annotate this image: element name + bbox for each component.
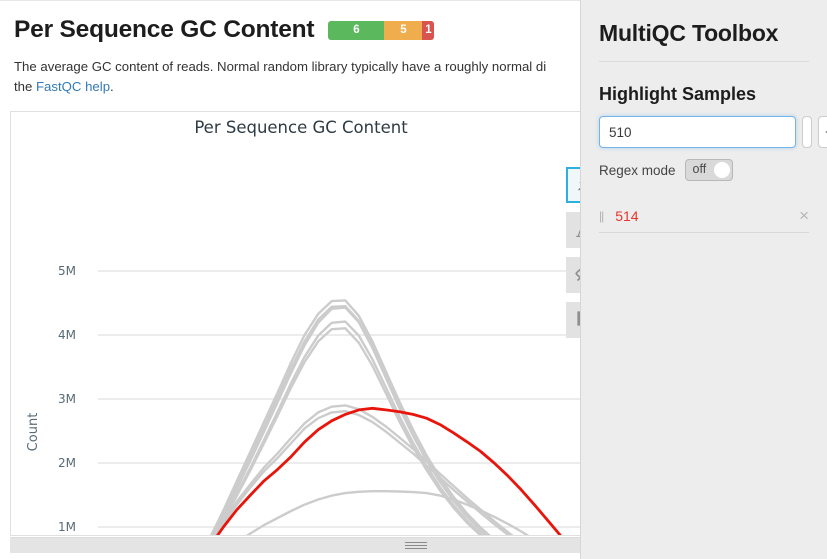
highlight-input-row: + xyxy=(599,116,827,148)
multiqc-toolbox-panel: MultiQC Toolbox Highlight Samples + Rege… xyxy=(580,0,827,559)
chart-gridlines xyxy=(98,270,580,528)
report-column: Per Sequence GC Content 6 5 1 The averag… xyxy=(0,0,580,553)
module-description: The average GC content of reads. Normal … xyxy=(14,57,566,97)
highlight-filter-text: 514 xyxy=(615,207,639,224)
chart-toolbar: A xyxy=(566,167,580,347)
status-badge-fail: 1 xyxy=(422,20,435,40)
hide-samples-button[interactable] xyxy=(566,257,580,293)
font-size-button[interactable]: A xyxy=(566,212,580,248)
module-header: Per Sequence GC Content 6 5 1 The averag… xyxy=(0,1,580,97)
highlight-color-swatch-button[interactable] xyxy=(802,116,812,148)
module-title-text: Per Sequence GC Content xyxy=(14,16,315,43)
module-description-line1: The average GC content of reads. Normal … xyxy=(14,59,547,74)
svg-text:1M: 1M xyxy=(58,520,76,534)
regex-mode-toggle[interactable]: off xyxy=(684,159,733,181)
fastqc-help-link[interactable]: FastQC help xyxy=(36,79,111,94)
add-highlight-button[interactable]: + xyxy=(818,116,827,148)
status-badge: 6 5 1 xyxy=(328,20,435,40)
page-title: Per Sequence GC Content 6 5 1 xyxy=(14,15,566,45)
eye-slash-icon xyxy=(574,263,580,288)
regex-mode-label: Regex mode xyxy=(599,162,676,178)
chart-y-tick-labels: 0M1M2M3M4M5M xyxy=(58,264,76,534)
chart-panel[interactable]: Per Sequence GC Content 0M1M2M3M4M5M 010… xyxy=(10,111,580,536)
svg-text:5M: 5M xyxy=(58,264,76,278)
chart-resize-handle[interactable] xyxy=(10,537,580,553)
save-chart-button[interactable] xyxy=(566,302,580,338)
resize-grip-icon xyxy=(405,542,427,550)
desc-suffix: . xyxy=(110,79,114,94)
toolbox-divider xyxy=(599,61,809,62)
status-badge-warn: 5 xyxy=(384,20,423,40)
list-item[interactable]: || 514 × xyxy=(599,207,809,233)
letter-a-icon: A xyxy=(576,219,580,241)
svg-text:2M: 2M xyxy=(58,456,76,470)
highlight-samples-heading: Highlight Samples xyxy=(599,84,757,104)
close-icon[interactable]: × xyxy=(799,206,809,225)
line-chart[interactable]: 0M1M2M3M4M5M 010203040506070 Count %GC xyxy=(11,112,580,536)
toolbox-title: MultiQC Toolbox xyxy=(599,20,779,46)
floppy-disk-icon xyxy=(575,309,580,332)
svg-text:4M: 4M xyxy=(58,328,76,342)
highlight-pattern-input[interactable] xyxy=(599,116,796,148)
regex-toggle-state: off xyxy=(692,162,707,176)
status-badge-pass: 6 xyxy=(328,20,385,40)
svg-text:3M: 3M xyxy=(58,392,76,406)
chart-series xyxy=(209,299,562,535)
regex-mode-row: Regex mode off xyxy=(599,159,809,181)
module-description-line2: the FastQC help. xyxy=(14,77,566,97)
pin-icon-button[interactable] xyxy=(566,167,580,203)
pin-icon xyxy=(575,174,580,197)
drag-handle-icon[interactable]: || xyxy=(599,208,604,223)
desc-prefix: the xyxy=(14,79,36,94)
toggle-knob-icon xyxy=(713,162,730,178)
chart-title: Per Sequence GC Content xyxy=(194,118,408,137)
chart-y-axis-label: Count xyxy=(26,413,41,452)
